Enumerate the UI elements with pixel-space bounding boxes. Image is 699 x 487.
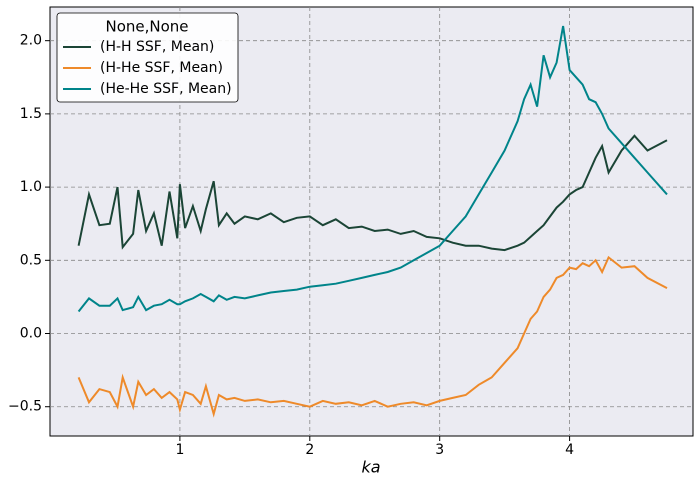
- x-axis-label: ka: [361, 458, 380, 477]
- grid: 1 2 3 4 −0.5 0.0 0.5 1.0 1.5 2.0: [8, 7, 693, 458]
- x-tick-label: 2: [305, 442, 314, 458]
- y-tick-label: 1.5: [20, 106, 42, 122]
- y-tick-label: 1.0: [20, 179, 42, 195]
- series-line: [77, 25, 668, 313]
- legend: None,None (H-H SSF, Mean) (H-He SSF, Mean…: [56, 12, 239, 103]
- y-tick-label: 0.5: [20, 252, 42, 268]
- x-tick-label: 4: [565, 442, 574, 458]
- legend-label: (H-H SSF, Mean): [100, 39, 214, 55]
- legend-title: None,None: [105, 18, 188, 36]
- y-tick-label: 0.0: [20, 326, 42, 342]
- y-tick-label: 2.0: [20, 33, 42, 49]
- legend-box: [56, 12, 239, 103]
- legend-label: (H-He SSF, Mean): [100, 60, 223, 76]
- lines: [77, 25, 668, 418]
- series-line: [77, 255, 668, 418]
- x-tick-label: 3: [435, 442, 444, 458]
- legend-label: (He-He SSF, Mean): [100, 81, 232, 97]
- x-tick-label: 1: [175, 442, 184, 458]
- y-tick-label: −0.5: [8, 399, 42, 415]
- series-line: [77, 134, 668, 252]
